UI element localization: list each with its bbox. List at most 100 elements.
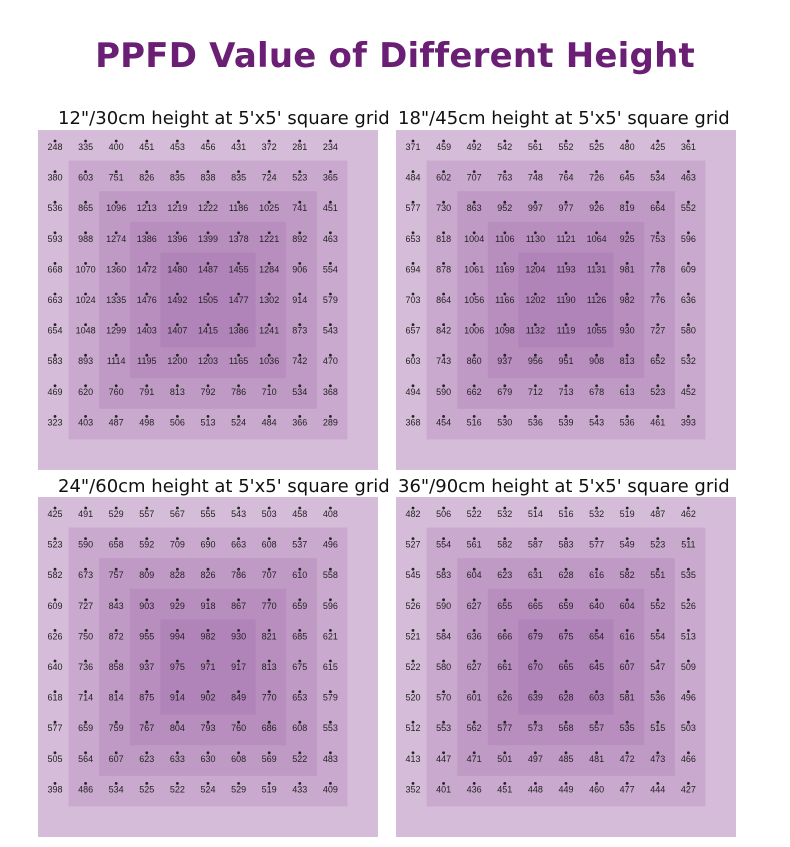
grid-dot <box>53 415 57 418</box>
ppfd-value: 403 <box>78 417 93 427</box>
ppfd-value: 577 <box>497 723 512 733</box>
grid-dot <box>267 720 271 724</box>
grid-dot <box>329 415 332 418</box>
ppfd-value: 623 <box>497 570 512 580</box>
grid-dot <box>656 506 660 510</box>
ppfd-value: 1132 <box>526 326 545 336</box>
ppfd-value: 1274 <box>106 234 126 244</box>
grid-dot <box>687 353 690 357</box>
ppfd-value: 1415 <box>198 326 218 336</box>
ppfd-value: 534 <box>292 387 307 397</box>
ppfd-value: 484 <box>405 173 420 183</box>
grid-dot <box>595 659 598 663</box>
grid-dot <box>237 690 241 693</box>
grid-dot <box>329 231 332 235</box>
grid-dot <box>53 690 57 693</box>
ppfd-value: 506 <box>170 417 185 427</box>
grid-dot <box>267 782 271 785</box>
grid-dot <box>442 720 445 724</box>
grid-dot <box>145 690 149 693</box>
ppfd-value: 582 <box>47 570 62 580</box>
grid-dot <box>237 353 241 357</box>
grid-dot <box>53 537 57 540</box>
grid-dot <box>53 659 57 663</box>
grid-dot <box>298 384 302 388</box>
grid-dot <box>595 170 598 173</box>
grid-dot <box>267 139 271 143</box>
ppfd-value: 1487 <box>198 264 218 274</box>
grid-dot <box>442 139 445 143</box>
ppfd-value: 864 <box>436 295 451 305</box>
ppfd-value: 577 <box>405 203 420 213</box>
ppfd-value: 523 <box>650 540 665 550</box>
grid-dot <box>564 690 568 693</box>
ppfd-value: 626 <box>497 693 512 703</box>
ppfd-value: 675 <box>558 631 573 641</box>
grid-dot <box>595 415 598 418</box>
ppfd-value: 553 <box>436 723 451 733</box>
grid-dot <box>656 659 660 663</box>
ppfd-value: 568 <box>558 723 573 733</box>
ppfd-value: 557 <box>139 509 154 519</box>
ppfd-value: 626 <box>47 631 62 641</box>
grid-dot <box>114 720 118 724</box>
grid-dot <box>267 751 271 755</box>
ppfd-ring-5 <box>518 619 614 715</box>
page-title: PPFD Value of Different Height <box>95 36 695 76</box>
grid-dot <box>625 506 629 510</box>
grid-dot <box>206 629 210 632</box>
grid-dot <box>442 537 445 540</box>
grid-dot <box>625 629 629 632</box>
ppfd-value: 1169 <box>495 264 514 274</box>
ppfd-value: 628 <box>558 570 573 580</box>
ppfd-value: 903 <box>139 601 154 611</box>
ppfd-value: 532 <box>681 356 696 366</box>
grid-dot <box>329 782 332 785</box>
ppfd-value: 654 <box>589 631 604 641</box>
grid-dot <box>267 292 271 296</box>
grid-dot <box>114 384 118 388</box>
ppfd-value: 710 <box>262 387 277 397</box>
ppfd-value: 813 <box>620 356 635 366</box>
ppfd-value: 842 <box>436 326 451 336</box>
ppfd-value: 519 <box>620 509 635 519</box>
grid-dot <box>176 567 179 571</box>
grid-dot <box>595 598 598 602</box>
ppfd-value: 1213 <box>137 203 157 213</box>
ppfd-value: 893 <box>78 356 93 366</box>
grid-dot <box>84 231 87 235</box>
ppfd-value: 480 <box>620 142 635 152</box>
grid-dot <box>176 353 179 357</box>
ppfd-value: 561 <box>528 142 543 152</box>
ppfd-ring-1 <box>396 497 736 837</box>
grid-dot <box>145 323 149 326</box>
ppfd-ring-4 <box>487 221 645 379</box>
ppfd-value: 819 <box>620 203 635 213</box>
grid-dot <box>656 690 660 693</box>
ppfd-value: 865 <box>78 203 93 213</box>
ppfd-value: 664 <box>650 203 665 213</box>
ppfd-value: 535 <box>681 570 696 580</box>
ppfd-value: 583 <box>436 570 451 580</box>
ppfd-value: 793 <box>200 723 215 733</box>
ppfd-value: 505 <box>47 754 62 764</box>
grid-dot <box>442 384 445 388</box>
ppfd-value: 860 <box>467 356 482 366</box>
ppfd-value: 515 <box>650 723 665 733</box>
grid-dot <box>206 567 210 571</box>
ppfd-value: 821 <box>262 631 277 641</box>
ppfd-value: 1070 <box>76 264 96 274</box>
grid-dot <box>145 629 149 632</box>
grid-dot <box>564 782 568 785</box>
ppfd-value: 1477 <box>229 295 249 305</box>
grid-dot <box>411 139 415 143</box>
ppfd-value: 459 <box>436 142 451 152</box>
grid-dot <box>625 200 629 204</box>
grid-dot <box>267 659 271 663</box>
ppfd-value: 472 <box>620 754 635 764</box>
ppfd-value: 525 <box>589 142 604 152</box>
grid-dot <box>114 415 118 418</box>
grid-dot <box>206 139 210 143</box>
ppfd-value: 372 <box>262 142 277 152</box>
grid-dot <box>329 139 332 143</box>
